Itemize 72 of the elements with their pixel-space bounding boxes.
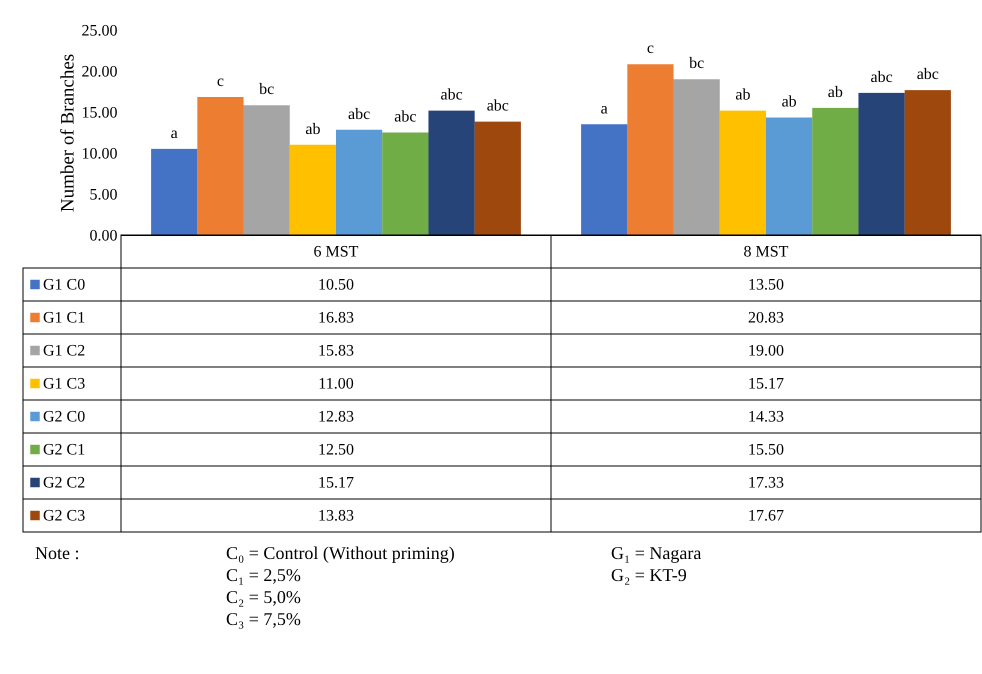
annotation: abc (440, 86, 463, 104)
bar (382, 132, 428, 235)
data-label: 10.50 (318, 276, 354, 294)
data-label: 15.17 (318, 474, 354, 492)
bar (858, 92, 905, 235)
annotation: ab (782, 93, 797, 110)
annotation: ab (735, 86, 750, 104)
annotation: a (600, 100, 608, 118)
legend-label: G2 C3 (43, 508, 86, 524)
text: C₃ = 7,5% (226, 609, 301, 629)
bar (336, 130, 382, 235)
annotation: bc (259, 81, 274, 98)
annotation: bc (689, 55, 704, 72)
x-tick-label: 8 MST (744, 244, 789, 260)
data-label: 13.50 (748, 276, 784, 294)
bar (581, 124, 628, 235)
x-tick-label: 6 MST (314, 244, 359, 260)
data-label: 13.83 (318, 508, 354, 524)
bar (428, 110, 475, 235)
y-axis-title: Number of Branches (58, 54, 78, 212)
y-tick-label: 25.00 (82, 22, 118, 40)
data-label: 20.83 (748, 310, 784, 326)
y-tick-label: 10.00 (82, 146, 118, 162)
text: C₂ = 5,0% (226, 587, 301, 607)
annotation: abc (486, 98, 509, 115)
bar (904, 90, 951, 235)
annotation: abc (870, 68, 893, 86)
bar (766, 117, 812, 235)
data-label: 16.83 (318, 310, 354, 326)
annotation: ab (828, 84, 843, 101)
legend-label: G2 C0 (43, 408, 86, 426)
text: Note : (35, 543, 80, 563)
annotation: ab (305, 120, 320, 138)
text: G₂ = KT-9 (611, 565, 687, 585)
bar (720, 110, 766, 235)
legend-label: G2 C1 (43, 442, 86, 458)
y-tick-label: 5.00 (90, 186, 118, 204)
data-label: 14.33 (748, 408, 784, 426)
bar (627, 64, 674, 235)
legend-label: G1 C1 (43, 310, 86, 326)
data-label: 17.67 (748, 508, 784, 524)
annotation: abc (394, 108, 416, 126)
y-tick-label: 0.00 (90, 228, 118, 244)
bar (474, 122, 521, 235)
bar (674, 79, 720, 235)
annotation: a (170, 124, 178, 142)
legend-label: G1 C2 (43, 342, 86, 360)
bar (290, 144, 336, 235)
bar (197, 96, 244, 235)
data-label: 15.17 (748, 376, 784, 392)
text: C₀ = Control (Without priming) (226, 543, 455, 563)
bar (151, 148, 198, 235)
legend-label: G1 C3 (43, 376, 86, 392)
text: C₁ = 2,5% (226, 565, 301, 585)
y-tick-label: 15.00 (82, 104, 118, 122)
bar (812, 108, 858, 235)
legend-label: G2 C2 (43, 474, 86, 492)
data-label: 15.50 (748, 442, 784, 458)
data-label: 12.83 (318, 408, 354, 426)
bar (244, 105, 290, 235)
annotation: abc (348, 106, 370, 123)
data-label: 12.50 (318, 442, 354, 458)
annotation: c (646, 40, 654, 58)
legend-label: G1 C0 (43, 276, 86, 294)
text: G₁ = Nagara (611, 543, 702, 563)
data-label: 17.33 (748, 474, 784, 492)
y-tick-label: 20.00 (82, 64, 118, 80)
annotation: abc (916, 66, 939, 84)
data-label: 11.00 (318, 376, 354, 392)
data-label: 15.83 (318, 342, 354, 360)
annotation: c (216, 72, 224, 90)
data-label: 19.00 (748, 342, 784, 360)
